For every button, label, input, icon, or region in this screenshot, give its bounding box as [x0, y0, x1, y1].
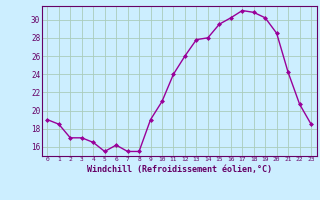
X-axis label: Windchill (Refroidissement éolien,°C): Windchill (Refroidissement éolien,°C): [87, 165, 272, 174]
